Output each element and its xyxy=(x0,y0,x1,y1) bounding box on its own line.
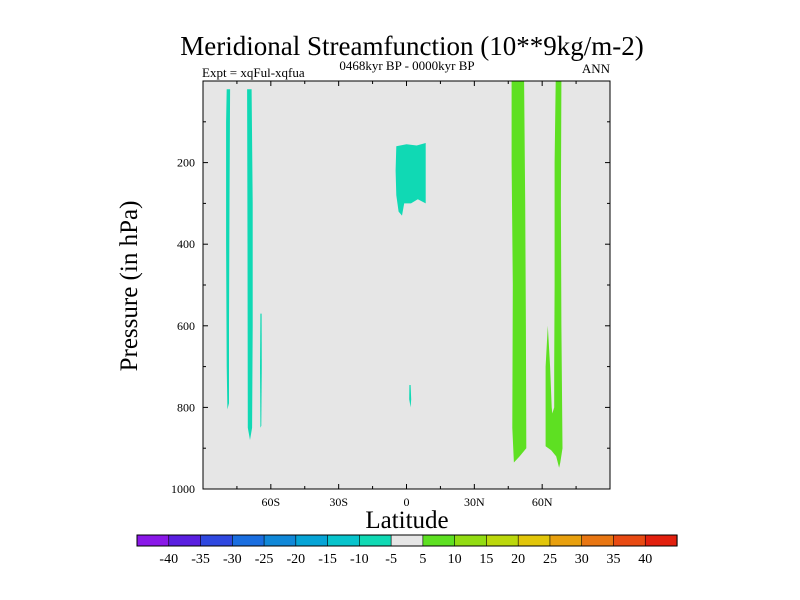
contour-regions xyxy=(226,81,563,468)
neg-tropical-blob xyxy=(409,385,412,408)
colorbar-swatch xyxy=(486,534,519,547)
colorbar-swatch xyxy=(231,534,265,547)
neg-sh-band-2 xyxy=(247,89,253,440)
colorbar-label: -30 xyxy=(223,552,242,567)
colorbar-label: -15 xyxy=(318,552,337,567)
colorbar-swatch xyxy=(581,534,615,547)
colorbar-swatch xyxy=(136,534,170,547)
colorbar-swatch xyxy=(359,534,392,547)
colorbar-label: 30 xyxy=(575,552,589,567)
colorbar-label: 5 xyxy=(419,552,426,567)
colorbar-swatch xyxy=(422,534,456,547)
pos-nh-band-2 xyxy=(545,81,563,468)
x-tick-label: 60N xyxy=(532,495,553,509)
colorbar-swatch xyxy=(549,534,583,547)
y-axis-label: Pressure (in hPa) xyxy=(116,201,143,372)
colorbar-swatch xyxy=(390,534,424,547)
left-string: Expt = xqFul-xqfua xyxy=(202,65,305,80)
y-tick-label: 400 xyxy=(177,237,195,251)
right-string: ANN xyxy=(582,61,611,76)
colorbar-swatch xyxy=(644,534,678,547)
neg-sh-band-3 xyxy=(260,313,262,428)
colorbar-swatch xyxy=(517,534,551,547)
colorbar-swatch xyxy=(200,534,233,547)
pos-nh-band-1 xyxy=(511,81,527,463)
x-axis-label: Latitude xyxy=(365,507,448,534)
x-tick-label: 0 xyxy=(404,495,410,509)
colorbar-label: -20 xyxy=(286,552,305,567)
y-tick-label: 600 xyxy=(177,319,195,333)
x-tick-label: 30S xyxy=(329,495,348,509)
colorbar-label: -35 xyxy=(191,552,210,567)
y-tick-label: 200 xyxy=(177,156,195,170)
colorbar-swatch xyxy=(168,534,202,547)
colorbar-swatch xyxy=(454,534,488,547)
colorbar-label: 35 xyxy=(606,552,620,567)
colorbar-swatch xyxy=(327,534,360,547)
y-tick-label: 1000 xyxy=(171,482,195,496)
center-string: 0468kyr BP - 0000kyr BP xyxy=(339,58,474,73)
colorbar-label: -5 xyxy=(385,552,397,567)
colorbar-swatch xyxy=(295,534,329,547)
colorbar-label: 20 xyxy=(511,552,525,567)
colorbar-label: -25 xyxy=(255,552,274,567)
colorbar-swatch xyxy=(613,534,646,547)
x-tick-label: 60S xyxy=(261,495,280,509)
colorbar-swatch xyxy=(263,534,297,547)
neg-tropical-cell xyxy=(395,143,426,216)
colorbar-label: 25 xyxy=(543,552,557,567)
y-axis: 200 400 600 800 1000 xyxy=(171,121,610,496)
colorbar-label: -10 xyxy=(350,552,369,567)
colorbar-frame xyxy=(136,534,678,547)
colorbar-label: 15 xyxy=(479,552,493,567)
colorbar: -40 -35 -30 -25 -20 -15 -10 -5 5 10 15 20 25 30 35 40 xyxy=(136,534,678,567)
y-tick-label: 800 xyxy=(177,400,195,414)
colorbar-label: 10 xyxy=(448,552,462,567)
neg-sh-band-1 xyxy=(226,89,231,410)
colorbar-label: 40 xyxy=(638,552,652,567)
colorbar-label: -40 xyxy=(159,552,178,567)
x-tick-label: 30N xyxy=(464,495,485,509)
x-axis: 60S 30S 0 30N 60N xyxy=(236,81,577,509)
chart-title: Meridional Streamfunction (10**9kg/m-2) xyxy=(180,31,643,61)
